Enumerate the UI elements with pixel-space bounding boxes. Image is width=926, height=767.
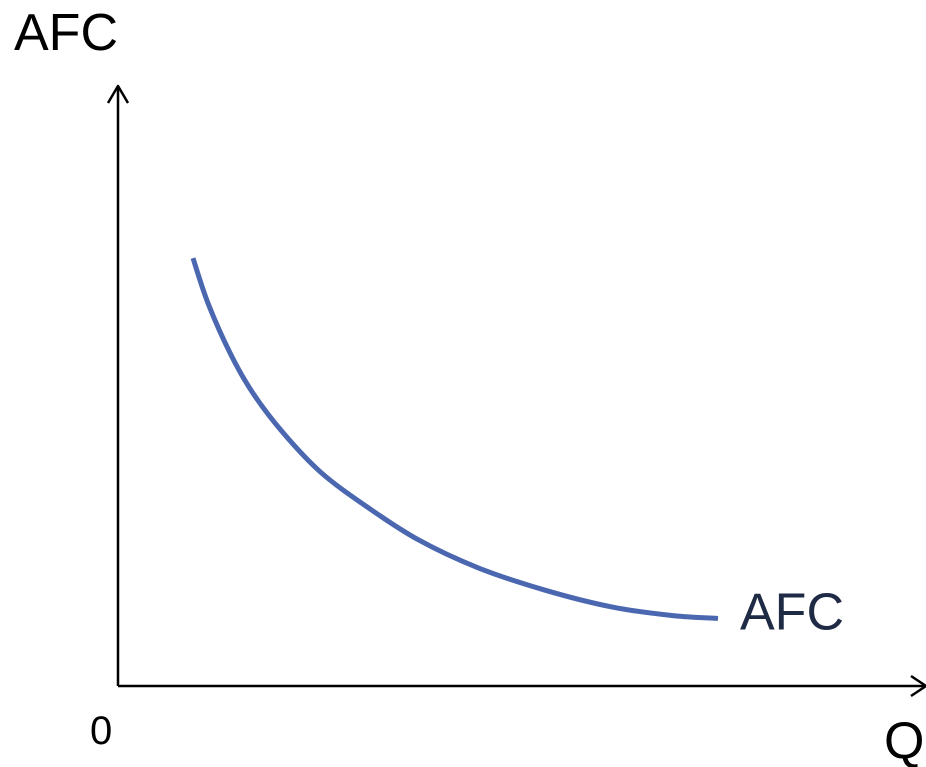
x-axis-label: Q <box>884 712 924 767</box>
y-axis-arrow <box>106 84 130 104</box>
origin-label: 0 <box>90 709 112 753</box>
series-line-afc <box>190 257 719 621</box>
y-axis-label: AFC <box>14 4 118 62</box>
series-label-afc: AFC <box>740 583 844 641</box>
series-layer: AFC <box>190 257 844 641</box>
x-axis-arrow <box>910 674 926 698</box>
